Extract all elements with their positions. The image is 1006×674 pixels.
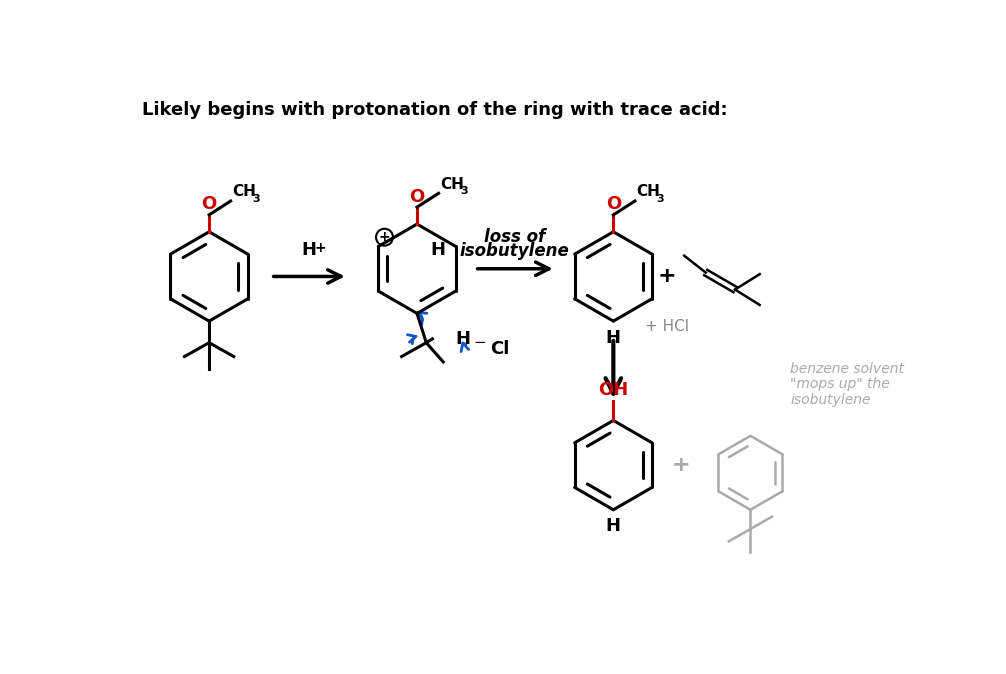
Text: isobutylene: isobutylene — [791, 393, 871, 406]
Text: +: + — [658, 266, 677, 286]
Text: O: O — [606, 195, 621, 213]
Text: CH: CH — [440, 177, 464, 192]
Text: −: − — [474, 335, 487, 350]
Text: O: O — [409, 187, 425, 206]
Text: +: + — [378, 231, 390, 244]
FancyArrowPatch shape — [407, 335, 415, 344]
Text: OH: OH — [599, 381, 629, 399]
FancyArrowPatch shape — [461, 343, 469, 352]
Text: +: + — [672, 455, 690, 475]
Text: 3: 3 — [657, 194, 664, 204]
Text: 3: 3 — [253, 194, 260, 204]
Text: Cl: Cl — [490, 340, 510, 358]
Text: + HCl: + HCl — [645, 319, 689, 334]
Text: loss of: loss of — [484, 228, 545, 245]
Text: H: H — [456, 330, 471, 348]
Text: H: H — [606, 329, 621, 347]
Text: CH: CH — [232, 185, 257, 200]
Text: +: + — [315, 241, 327, 255]
Text: H: H — [606, 518, 621, 535]
Text: CH: CH — [637, 185, 660, 200]
Text: "mops up" the: "mops up" the — [791, 377, 890, 392]
Text: H: H — [430, 241, 445, 259]
Text: Likely begins with protonation of the ring with trace acid:: Likely begins with protonation of the ri… — [142, 101, 727, 119]
Text: H: H — [302, 241, 317, 259]
FancyArrowPatch shape — [418, 313, 427, 326]
Text: O: O — [201, 195, 216, 213]
Text: isobutylene: isobutylene — [460, 241, 569, 259]
Text: 3: 3 — [460, 187, 468, 196]
Text: benzene solvent: benzene solvent — [791, 362, 904, 376]
